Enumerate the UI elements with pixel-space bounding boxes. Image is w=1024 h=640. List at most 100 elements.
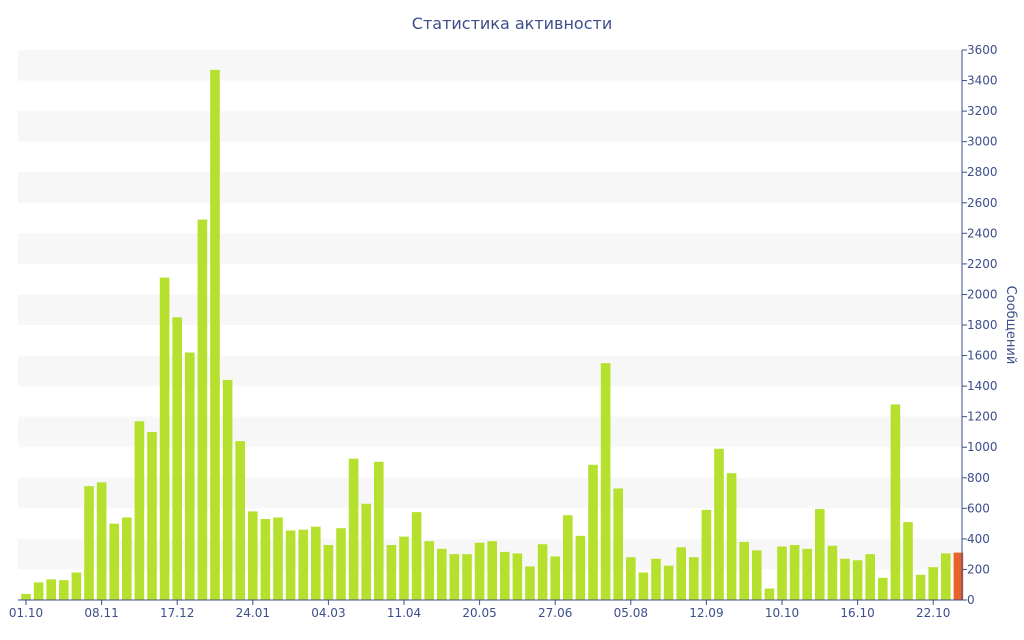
bar[interactable]: [815, 509, 825, 600]
bar[interactable]: [941, 553, 951, 600]
bar[interactable]: [474, 542, 485, 600]
bar[interactable]: [689, 557, 699, 600]
bar[interactable]: [374, 461, 384, 600]
bar[interactable]: [348, 458, 359, 600]
bar[interactable]: [915, 574, 926, 600]
bar[interactable]: [903, 522, 913, 600]
bar[interactable]: [399, 536, 409, 600]
bar[interactable]: [84, 486, 94, 600]
bar[interactable]: [701, 509, 712, 600]
y-tick-label: 1600: [967, 349, 998, 363]
bar[interactable]: [878, 577, 888, 600]
bar[interactable]: [852, 560, 863, 600]
bar[interactable]: [525, 566, 535, 600]
bar[interactable]: [21, 593, 31, 600]
bar[interactable]: [537, 544, 548, 600]
grid-band: [18, 416, 962, 448]
y-tick-label: 3200: [967, 104, 998, 118]
bar[interactable]: [651, 558, 661, 600]
bar[interactable]: [248, 511, 258, 600]
bar[interactable]: [563, 515, 573, 600]
bar[interactable]: [600, 363, 611, 600]
y-tick-label: 2400: [967, 226, 998, 240]
bar[interactable]: [134, 421, 145, 600]
bar-current[interactable]: [953, 552, 964, 600]
y-tick-label: 200: [967, 562, 990, 576]
y-tick-label: 1200: [967, 410, 998, 424]
bar[interactable]: [323, 545, 334, 600]
bar[interactable]: [210, 69, 220, 601]
bar[interactable]: [361, 503, 371, 600]
bar[interactable]: [336, 528, 346, 600]
bar[interactable]: [928, 567, 938, 600]
bar[interactable]: [197, 219, 208, 601]
x-tick-label: 08.11: [84, 606, 118, 620]
bar[interactable]: [487, 541, 497, 600]
bar[interactable]: [462, 554, 472, 600]
bar[interactable]: [676, 547, 686, 600]
bar[interactable]: [827, 545, 838, 600]
bar[interactable]: [260, 519, 271, 600]
bar[interactable]: [273, 517, 283, 601]
bar[interactable]: [71, 572, 82, 601]
bar[interactable]: [172, 317, 182, 600]
bar[interactable]: [235, 441, 245, 600]
bar[interactable]: [159, 277, 170, 600]
bar[interactable]: [802, 548, 812, 600]
bar[interactable]: [185, 352, 195, 601]
x-tick-label: 10.10: [765, 606, 799, 620]
bar[interactable]: [449, 554, 460, 600]
bar[interactable]: [46, 579, 56, 600]
bar[interactable]: [865, 554, 875, 600]
bar[interactable]: [298, 529, 308, 600]
bars-group: [21, 69, 964, 601]
x-tick-label: 11.04: [387, 606, 421, 620]
y-axis-title: Сообщений: [1003, 286, 1018, 365]
bar[interactable]: [890, 404, 901, 600]
bar[interactable]: [386, 545, 397, 600]
bar[interactable]: [626, 557, 636, 600]
bar[interactable]: [638, 572, 649, 601]
bar[interactable]: [424, 541, 434, 600]
bar[interactable]: [222, 380, 233, 600]
bar[interactable]: [109, 523, 119, 600]
bar[interactable]: [613, 488, 623, 600]
bar[interactable]: [96, 482, 107, 600]
x-tick-label: 20.05: [462, 606, 496, 620]
x-tick-label: 05.08: [614, 606, 648, 620]
bar[interactable]: [726, 473, 737, 600]
y-tick-label: 2800: [967, 165, 998, 179]
bar[interactable]: [59, 580, 69, 600]
bar[interactable]: [311, 526, 321, 600]
bar[interactable]: [500, 551, 510, 600]
bar[interactable]: [285, 530, 296, 600]
bar[interactable]: [588, 464, 598, 600]
bar[interactable]: [575, 535, 586, 600]
grid-bands: [18, 50, 962, 570]
x-tick-label: 01.10: [9, 606, 43, 620]
bar[interactable]: [512, 553, 523, 600]
x-tick-label: 27.06: [538, 606, 572, 620]
bar[interactable]: [777, 546, 787, 600]
bar[interactable]: [764, 588, 775, 600]
bar[interactable]: [411, 512, 422, 600]
y-tick-label: 2000: [967, 287, 998, 301]
bar[interactable]: [714, 448, 724, 600]
bar[interactable]: [33, 582, 44, 600]
y-tick-label: 3600: [967, 43, 998, 57]
bar[interactable]: [437, 548, 447, 600]
bar[interactable]: [550, 556, 560, 600]
bar[interactable]: [739, 541, 749, 600]
x-tick-label: 17.12: [160, 606, 194, 620]
bar[interactable]: [663, 565, 674, 600]
bar[interactable]: [840, 558, 850, 600]
y-axis: 0 200 400 600 800 1000 1200 1400 1600 1800 2000 220…: [961, 43, 998, 607]
bar[interactable]: [789, 545, 800, 600]
bar[interactable]: [122, 517, 132, 601]
grid-band: [18, 355, 962, 387]
y-tick-label: 1800: [967, 318, 998, 332]
bar[interactable]: [752, 550, 762, 600]
x-axis: 01.10 08.11 17.12 24.01 04.03 11.04 20.05 27.06…: [9, 599, 962, 620]
bar[interactable]: [147, 431, 157, 600]
